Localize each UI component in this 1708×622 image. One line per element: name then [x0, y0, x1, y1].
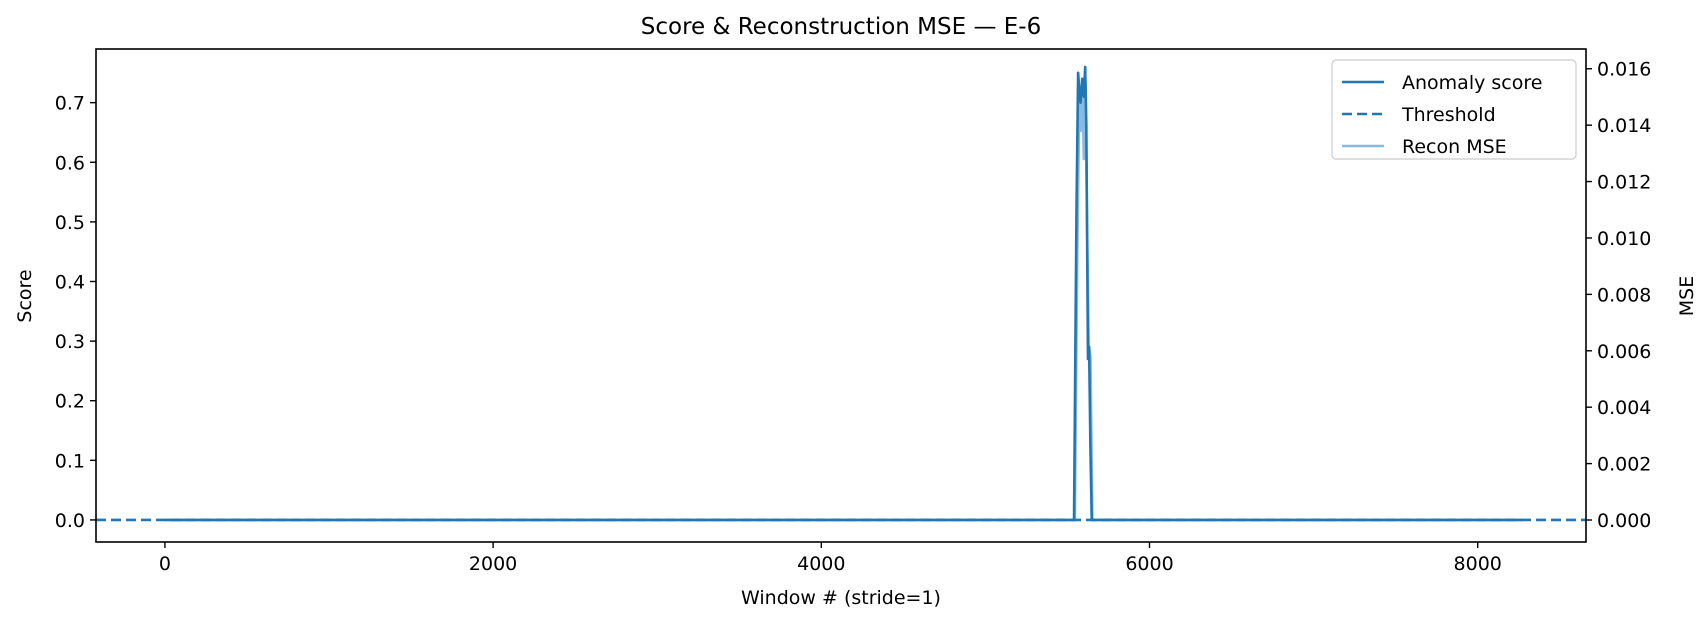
legend-label: Recon MSE	[1402, 136, 1507, 158]
y2-tick-label: 0.010	[1597, 228, 1651, 250]
y2-tick-label: 0.012	[1597, 172, 1651, 194]
x-tick-label: 8000	[1454, 553, 1502, 575]
plot-area	[96, 65, 1586, 522]
y-tick-label: 0.7	[55, 93, 85, 115]
y2-tick-label: 0.002	[1597, 454, 1651, 476]
legend-label: Anomaly score	[1402, 72, 1542, 94]
x-axis: 0 2000 4000 6000 8000	[159, 542, 1502, 575]
x-tick-label: 2000	[469, 553, 517, 575]
y2-tick-label: 0.014	[1597, 115, 1651, 137]
y-tick-label: 0.1	[55, 450, 85, 472]
y-tick-label: 0.6	[55, 152, 85, 174]
y-tick-label: 0.0	[55, 510, 85, 532]
y-axis-left: 0.0 0.1 0.2 0.3 0.4 0.5 0.6 0.7	[55, 93, 96, 532]
legend: Anomaly score Threshold Recon MSE	[1331, 59, 1577, 160]
legend-box	[1331, 59, 1577, 160]
plot-frame	[95, 48, 1587, 543]
y-axis-label: Score	[14, 269, 36, 322]
y2-tick-label: 0.008	[1597, 284, 1651, 306]
y-axis-right: 0.000 0.002 0.004 0.006 0.008 0.010 0.012 0.014…	[1586, 59, 1651, 532]
y-tick-label: 0.4	[55, 271, 85, 293]
y2-tick-label: 0.016	[1597, 59, 1651, 81]
series-line-anomaly-score	[164, 65, 1522, 522]
y2-axis-label: MSE	[1676, 276, 1698, 316]
y2-tick-label: 0.000	[1597, 510, 1651, 532]
y2-tick-label: 0.006	[1597, 341, 1651, 363]
y-tick-label: 0.3	[55, 331, 85, 353]
x-tick-label: 6000	[1125, 553, 1173, 575]
x-tick-label: 4000	[797, 553, 845, 575]
y2-tick-label: 0.004	[1597, 397, 1651, 419]
legend-label: Threshold	[1401, 104, 1496, 126]
chart-title: Score & Reconstruction MSE — E-6	[641, 14, 1041, 40]
series-line-recon-mse	[164, 81, 1522, 522]
x-tick-label: 0	[159, 553, 171, 575]
y-tick-label: 0.5	[55, 212, 85, 234]
y-tick-label: 0.2	[55, 391, 85, 413]
x-axis-label: Window # (stride=1)	[741, 587, 941, 609]
